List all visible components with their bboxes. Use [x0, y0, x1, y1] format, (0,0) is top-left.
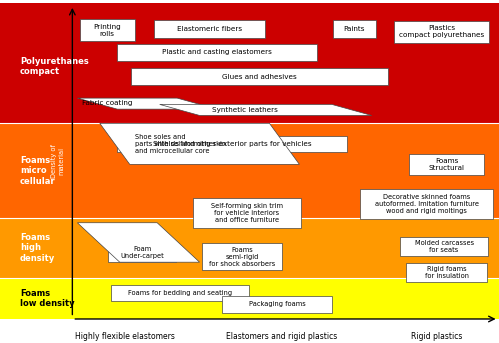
FancyBboxPatch shape [131, 69, 388, 85]
FancyBboxPatch shape [400, 237, 488, 256]
Text: Shields and other exterior parts for vehicles: Shields and other exterior parts for veh… [153, 141, 311, 147]
Text: Foams
micro
cellular: Foams micro cellular [20, 156, 55, 186]
Text: Self-forming skin trim
for vehicle interiors
and office furniture: Self-forming skin trim for vehicle inter… [211, 203, 283, 223]
FancyBboxPatch shape [394, 21, 489, 43]
Text: Foams
high
density: Foams high density [20, 233, 55, 263]
Text: Foams
low density: Foams low density [20, 289, 74, 308]
Text: Paints: Paints [343, 26, 365, 32]
Text: Plastic and casting elastomers: Plastic and casting elastomers [162, 49, 272, 55]
Text: Synthetic leathers: Synthetic leathers [212, 107, 277, 113]
FancyBboxPatch shape [202, 243, 282, 270]
Text: Foams
semi-rigid
for shock absorbers: Foams semi-rigid for shock absorbers [209, 247, 275, 267]
Text: Highly flexible elastomers: Highly flexible elastomers [75, 332, 175, 341]
Text: Foams
Structural: Foams Structural [429, 158, 465, 171]
FancyBboxPatch shape [409, 154, 484, 175]
Text: Rigid plastics: Rigid plastics [411, 332, 462, 341]
FancyBboxPatch shape [80, 19, 135, 42]
FancyBboxPatch shape [222, 296, 332, 313]
Bar [0, 218, 499, 278]
Polygon shape [77, 223, 200, 262]
Text: Packaging foams: Packaging foams [249, 301, 305, 307]
Text: Printing
rolls: Printing rolls [93, 24, 121, 37]
FancyBboxPatch shape [117, 44, 317, 61]
Text: Foam
Under-carpet: Foam Under-carpet [120, 246, 164, 259]
FancyBboxPatch shape [333, 20, 376, 37]
FancyBboxPatch shape [193, 198, 301, 228]
FancyBboxPatch shape [117, 135, 347, 152]
Text: Glues and adhesives: Glues and adhesives [222, 74, 297, 80]
Text: Elastomeric fibers: Elastomeric fibers [177, 26, 242, 32]
FancyBboxPatch shape [108, 243, 176, 262]
Text: Plastics
compact polyurethanes: Plastics compact polyurethanes [399, 25, 484, 38]
FancyBboxPatch shape [360, 189, 493, 219]
Polygon shape [77, 98, 217, 109]
Text: Elastomers and rigid plastics: Elastomers and rigid plastics [227, 332, 337, 341]
Text: Shoe soles and
parts with self-forming skin
and microcellular core: Shoe soles and parts with self-forming s… [135, 134, 226, 154]
Text: Fabric coating: Fabric coating [82, 100, 133, 106]
Bar [0, 3, 499, 123]
Text: Foams for bedding and seating: Foams for bedding and seating [128, 290, 232, 296]
Text: Density of
material: Density of material [51, 144, 64, 178]
Polygon shape [100, 123, 299, 164]
Polygon shape [160, 104, 372, 116]
Text: Molded carcasses
for seats: Molded carcasses for seats [415, 240, 474, 253]
FancyBboxPatch shape [406, 263, 487, 282]
Bar [0, 278, 499, 319]
FancyBboxPatch shape [154, 20, 264, 37]
FancyBboxPatch shape [111, 285, 249, 301]
Text: Decorative skinned foams
autoformed. Imitation furniture
wood and rigid moltings: Decorative skinned foams autoformed. Imi… [375, 194, 479, 214]
Text: Polyurethanes
compact: Polyurethanes compact [20, 57, 89, 76]
Bar [0, 123, 499, 218]
Text: Rigid foams
for insulation: Rigid foams for insulation [425, 266, 469, 279]
